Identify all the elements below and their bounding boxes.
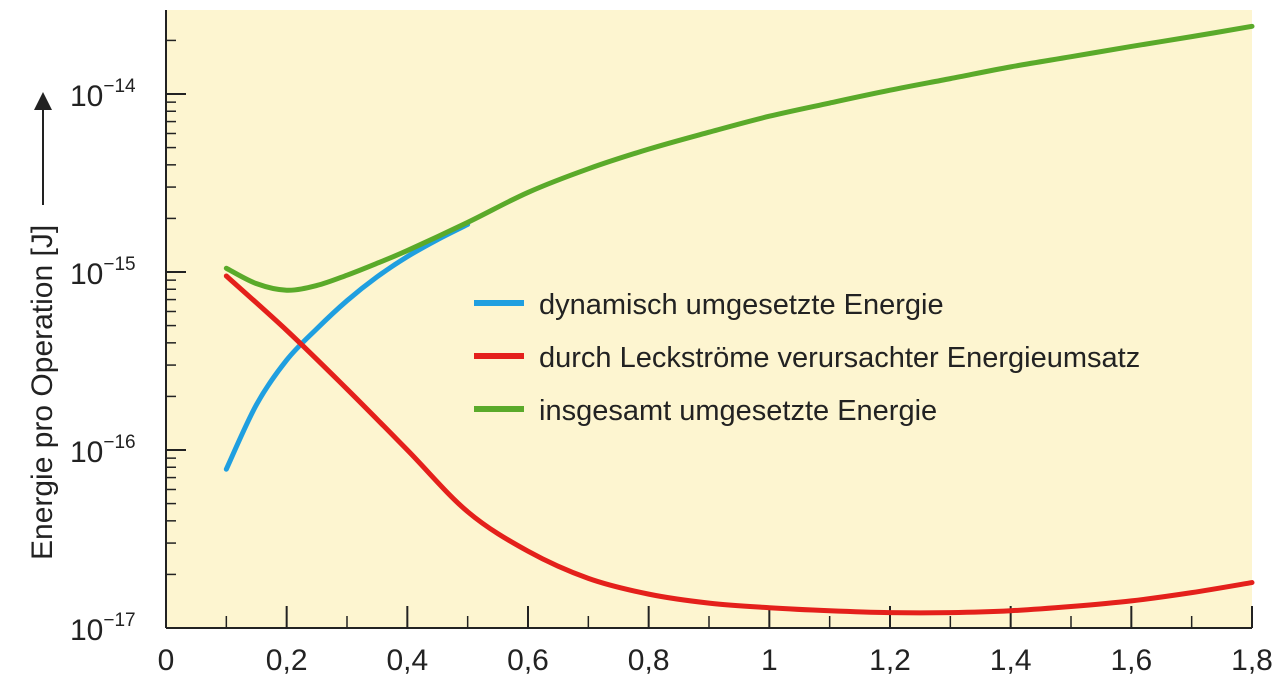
y-minor-ticks [166, 39, 176, 576]
y-axis-label: Energie pro Operation [J] [26, 225, 59, 560]
legend: dynamisch umgesetzte Energie durch Leckst… [474, 289, 1140, 427]
y-tick-label: 10−15 [70, 254, 136, 291]
x-tick-label: 0 [158, 644, 175, 677]
x-tick-label: 1,8 [1231, 644, 1273, 677]
legend-item: durch Leckströme verursachter Energieums… [474, 342, 1140, 374]
x-tick-label: 1 [761, 644, 778, 677]
series-dynamic-line [223, 221, 471, 472]
legend-item: insgesamt umgesetzte Energie [474, 395, 937, 427]
series-lines [223, 23, 1255, 616]
x-tick-label: 0,8 [628, 644, 670, 677]
legend-item: dynamisch umgesetzte Energie [474, 289, 944, 321]
legend-label: dynamisch umgesetzte Energie [539, 289, 944, 321]
y-tick-labels: 10−17 10−16 10−15 10−14 [70, 76, 136, 647]
series-leakage-line [223, 273, 1255, 616]
x-tick-label: 1,4 [990, 644, 1032, 677]
legend-label: insgesamt umgesetzte Energie [539, 395, 937, 427]
y-axis-arrow [34, 92, 52, 205]
plot-background [166, 10, 1252, 628]
x-tick-label: 1,2 [869, 644, 911, 677]
series-total-line [223, 23, 1255, 293]
y-axis-title: Energie pro Operation [J] [26, 225, 59, 560]
x-tick-label: 0,2 [266, 644, 308, 677]
x-tick-label: 1,6 [1110, 644, 1152, 677]
legend-label: durch Leckströme verursachter Energieums… [539, 342, 1140, 374]
y-tick-label: 10−16 [70, 432, 136, 469]
x-tick-label: 0,6 [507, 644, 549, 677]
y-tick-label: 10−17 [70, 610, 136, 647]
x-tick-label: 0,4 [386, 644, 428, 677]
x-tick-labels: 0 0,2 0,4 0,6 0,8 1 1,2 1,4 1,6 1,8 [158, 644, 1273, 677]
y-tick-label: 10−14 [70, 76, 136, 113]
